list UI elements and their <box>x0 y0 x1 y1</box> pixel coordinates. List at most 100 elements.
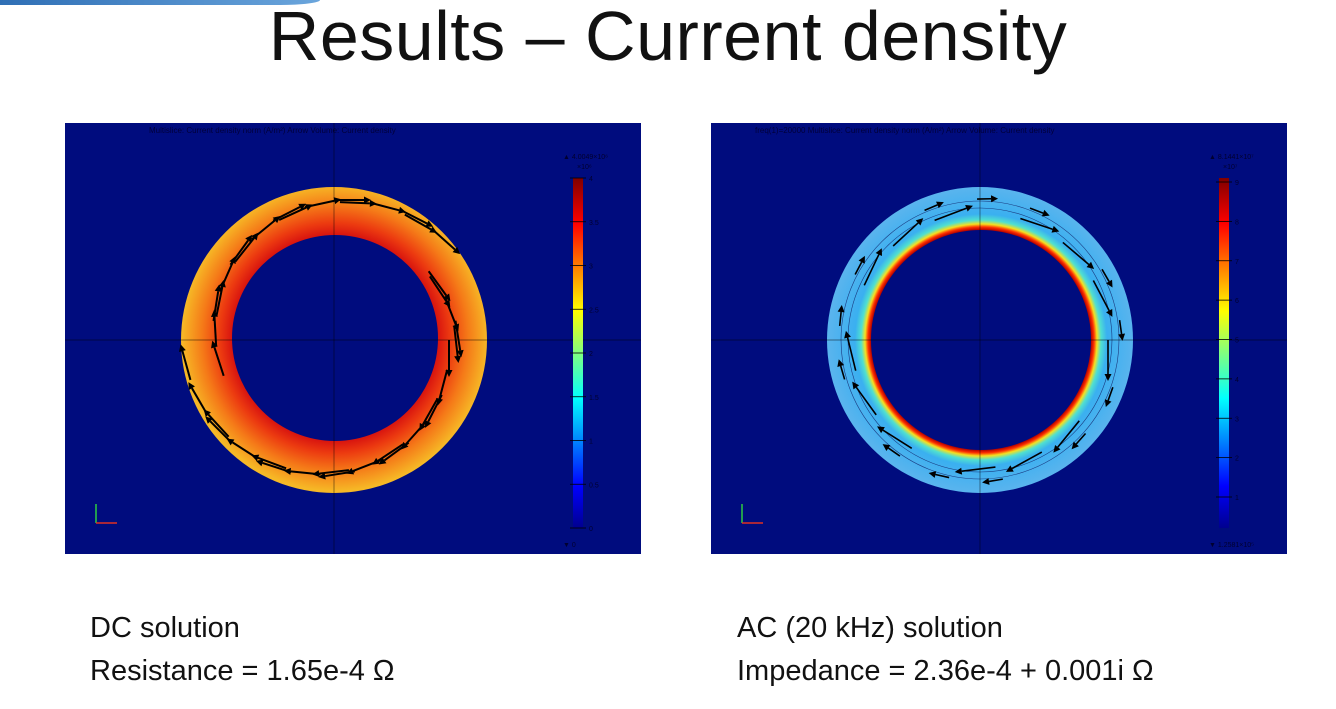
colorbar-tick-label: 1 <box>1235 495 1239 502</box>
arrow-head <box>205 416 213 424</box>
current-arrow <box>229 239 249 266</box>
arrow-head <box>954 467 963 475</box>
current-arrow <box>427 270 448 297</box>
current-arrow <box>1011 451 1043 470</box>
arrow-head <box>1071 441 1079 450</box>
current-arrow <box>304 199 335 209</box>
current-arrow <box>339 201 370 205</box>
current-arrow <box>454 320 462 351</box>
current-arrow <box>887 447 901 457</box>
arrow-head <box>298 203 307 211</box>
arrow-head <box>425 220 434 227</box>
arrow-head <box>443 293 451 302</box>
plot-header: Multislice: Current density norm (A/m²) … <box>149 126 396 135</box>
colorbar-tick-label: 4 <box>589 176 593 183</box>
arrow-head <box>1041 209 1050 217</box>
colorbar-tick-label: 1 <box>589 439 593 446</box>
arrow-head <box>1118 333 1126 341</box>
current-arrow <box>290 470 321 476</box>
current-arrow <box>855 386 877 416</box>
arrow-head <box>1086 261 1095 269</box>
current-arrow <box>1118 319 1123 335</box>
current-arrow <box>431 228 456 251</box>
current-arrow <box>1020 217 1053 231</box>
arrow-head <box>852 381 860 390</box>
colorbar-tick-label: 2 <box>1235 456 1239 463</box>
current-arrow <box>399 209 428 225</box>
current-arrow <box>839 365 846 380</box>
colorbar-unit-label: ×10⁷ <box>1223 164 1238 171</box>
arrow-head <box>844 330 851 339</box>
current-arrow <box>181 350 192 381</box>
current-arrow <box>961 466 996 472</box>
current-arrow <box>213 316 218 347</box>
caption-value: Resistance = 1.65e-4 Ω <box>90 655 395 687</box>
dc-current-density-plot: Multislice: Current density norm (A/m²) … <box>65 123 641 554</box>
colorbar-tick-label: 3 <box>1235 416 1239 423</box>
arrow-head <box>837 305 845 313</box>
arrow-head <box>875 248 882 257</box>
colorbar-unit-label: ×10⁶ <box>577 164 592 171</box>
colorbar-tick-label: 2 <box>589 351 593 358</box>
conductor-ring <box>181 187 487 493</box>
current-arrow <box>212 291 220 322</box>
colorbar-tick-label: 4 <box>1235 377 1239 384</box>
current-arrow <box>935 473 950 479</box>
arrow-head <box>188 382 195 390</box>
arrow-head <box>837 359 845 367</box>
colorbar-tick-label: 3 <box>589 264 593 271</box>
arrow-head <box>1053 444 1061 453</box>
arrow-head <box>456 349 464 358</box>
current-arrow <box>443 296 457 326</box>
current-arrow <box>213 347 225 377</box>
colorbar-tick-label: 0.5 <box>589 482 599 489</box>
plot-canvas: ▲ 8.1441×10⁷ ×10⁷ 9 8 7 6 5 4 3 2 1 ▼ 1.2581×10⁵ <box>711 123 1287 554</box>
current-arrow <box>892 222 919 247</box>
current-arrow <box>846 337 857 371</box>
current-arrow <box>352 459 382 473</box>
current-arrow <box>262 461 292 474</box>
colorbar-max-label: ▲ 4.0049×10⁶ <box>563 154 608 161</box>
colorbar-tick-label: 6 <box>1235 298 1239 305</box>
current-arrow <box>209 420 233 444</box>
arrow-head <box>936 201 944 209</box>
colorbar-tick-label: 7 <box>1235 259 1239 266</box>
current-arrow <box>1057 420 1080 448</box>
arrow-head <box>214 284 222 292</box>
current-arrow <box>429 275 448 303</box>
caption-title: AC (20 kHz) solution <box>737 612 1003 644</box>
caption-title: DC solution <box>90 612 240 644</box>
arrow-head <box>179 344 186 352</box>
current-arrow <box>988 478 1003 483</box>
current-arrow <box>854 261 863 275</box>
arrow-head <box>318 472 326 480</box>
colorbar <box>1219 178 1229 528</box>
current-arrow <box>272 206 301 222</box>
slide-corner-decoration <box>0 0 320 5</box>
current-arrow <box>383 441 410 462</box>
plot-canvas: ▲ 4.0049×10⁶ ×10⁶ 4 3.5 3 2.5 2 1.5 1 0.5 0 ▼ 0 <box>65 123 641 554</box>
arrow-head <box>1106 308 1113 317</box>
colorbar-min-label: ▼ 1.2581×10⁵ <box>1209 542 1254 549</box>
colorbar-tick-label: 8 <box>1235 219 1239 226</box>
slide-title: Results – Current density <box>268 0 1068 75</box>
current-arrow <box>405 421 427 445</box>
colorbar-tick-label: 0 <box>589 526 593 533</box>
current-arrow <box>191 387 208 415</box>
arrow-head <box>1104 399 1112 408</box>
arrow-head <box>454 355 462 363</box>
arrow-head <box>965 204 973 212</box>
current-arrow <box>257 456 287 470</box>
current-arrow <box>1029 207 1044 214</box>
arrow-head <box>1106 279 1113 288</box>
current-arrow <box>404 213 432 231</box>
current-arrow <box>427 394 443 423</box>
arrow-head <box>877 426 885 434</box>
colorbar-tick-label: 5 <box>1235 338 1239 345</box>
current-arrow <box>863 254 880 286</box>
current-arrow <box>369 201 400 212</box>
current-arrow <box>882 429 913 449</box>
arrow-head <box>378 457 387 465</box>
current-arrow <box>325 470 355 478</box>
arrow-head <box>858 255 865 264</box>
